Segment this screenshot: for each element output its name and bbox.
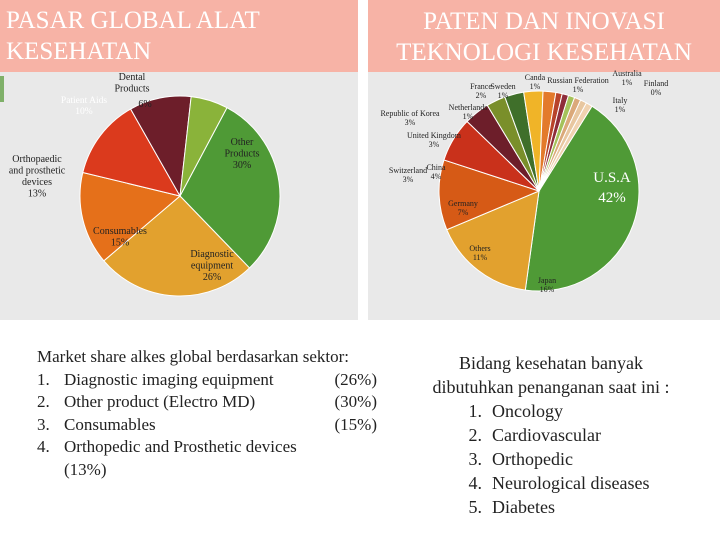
slice-label-united-kingdom: United Kingdom 3%: [407, 131, 462, 149]
slice-label-orthopaedic-and-prosthetic-devices: Orthopaedic and prosthetic devices 13%: [9, 154, 66, 200]
slice-label-sweden: Sweden 1%: [490, 82, 515, 100]
slice-label-japan: Japan 16%: [538, 276, 556, 294]
right-field-list: 1. Oncology 2. Cardiovascular 3. Orthopedic…: [384, 399, 718, 519]
slice-label-switzerland: Switzerland 3%: [389, 166, 427, 184]
slice-label-netherlands: Netherlands 1%: [449, 103, 488, 121]
accent-bar: [0, 76, 4, 102]
left-sector-list: 1. Diagnostic imaging equipment (26%) 2.…: [37, 369, 377, 482]
slice-label-dental-products: Dental Products: [115, 72, 150, 95]
list-item: 4. Orthopedic and Prosthetic devices: [37, 437, 297, 456]
pie-slice-others: [438, 159, 541, 231]
pie-slice-consumables: [79, 171, 182, 262]
slice-label-finland: Finland 0%: [644, 79, 668, 97]
slice-label-other-products: Other Products 30%: [225, 137, 260, 171]
left-title-line1: PASAR GLOBAL ALAT: [6, 7, 260, 34]
slice-label-australia: Australia 1%: [612, 69, 642, 87]
slice-value-dental-products: 6%: [138, 99, 151, 110]
slice-label-u-s-a: U.S.A 42%: [593, 170, 631, 206]
slice-label-canda: Canda 1%: [525, 73, 546, 91]
list-item: 2. Other product (Electro MD) (30%): [37, 392, 377, 411]
right-header: PATEN DAN INOVASI TEKNOLOGI KESEHATAN: [368, 0, 720, 72]
list-item: 3. Consumables (15%): [37, 414, 377, 434]
right-intro-line2: dibutuhkan penanganan saat ini :: [432, 377, 670, 397]
slice-label-republic-of-korea: Republic of Korea 3%: [380, 109, 440, 127]
list-item: 1. Oncology: [468, 401, 564, 421]
list-item: 4. Neurological diseases: [468, 473, 650, 493]
pie-slice-diagnostic-equipment: [103, 195, 251, 297]
left-header: PASAR GLOBAL ALAT KESEHATAN: [0, 0, 358, 72]
right-notes: Bidang kesehatan banyak dibutuhkan penan…: [384, 351, 718, 519]
left-title-line2: KESEHATAN: [6, 38, 152, 65]
right-title: PATEN DAN INOVASI TEKNOLOGI KESEHATAN: [368, 6, 720, 68]
list-item: 1. Diagnostic imaging equipment (26%): [37, 369, 377, 389]
right-title-line1: PATEN DAN INOVASI: [423, 8, 665, 35]
list-item: 2. Cardiovascular: [468, 425, 601, 445]
slice-label-russian-federation: Russian Federation 1%: [547, 76, 609, 94]
list-item: 3. Orthopedic: [468, 449, 573, 469]
pie-slice-u-s-a: [524, 105, 640, 292]
pie-slice-japan: [446, 190, 540, 291]
slice-label-patient-aids: Patient Aids 10%: [61, 96, 107, 117]
left-intro: Market share alkes global berdasarkan se…: [37, 347, 350, 366]
pie-slice-orthopaedic-and-prosthetic-devices: [82, 108, 182, 197]
slice-label-china: China 4%: [426, 163, 446, 181]
slice-label-consumables: Consumables 15%: [93, 226, 147, 249]
pie-chart-1: Other Products 30% Diagnostic equipment 26% Co…: [9, 72, 281, 297]
left-notes: Market share alkes global berdasarkan se…: [37, 346, 377, 481]
left-title: PASAR GLOBAL ALAT KESEHATAN: [6, 5, 260, 67]
pie-slice-italy: [538, 102, 593, 192]
pie-slice-other-products: [179, 107, 281, 269]
right-title-line2: TEKNOLOGI KESEHATAN: [396, 39, 692, 66]
pie-chart-2: U.S.A 42% Japan 16% Others 11% Germany 7%China 4…: [380, 69, 668, 294]
slice-label-france: France 2%: [470, 82, 492, 100]
list-item: 5. Diabetes: [468, 497, 555, 517]
slice-label-diagnostic-equipment: Diagnostic equipment 26%: [190, 249, 234, 283]
pie-slice-dental-products: [179, 96, 228, 197]
slice-label-italy: Italy 1%: [613, 96, 628, 114]
right-intro-line1: Bidang kesehatan banyak: [459, 353, 643, 373]
slice-label-germany: Germany 7%: [448, 199, 478, 217]
list-item: (13%): [64, 459, 107, 479]
slice-label-others: Others 11%: [469, 244, 490, 262]
